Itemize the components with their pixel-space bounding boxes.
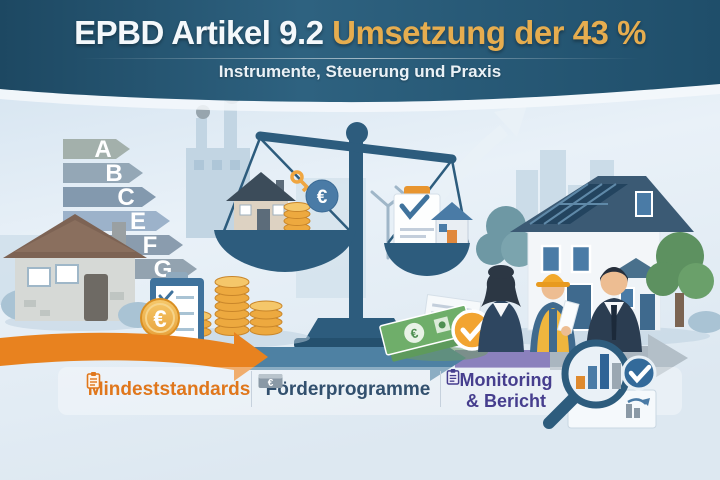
title-divider <box>80 58 640 59</box>
clipboard-icon <box>86 372 101 389</box>
people-group <box>478 265 642 352</box>
euro-symbol: € <box>409 325 420 341</box>
old-house <box>1 214 158 331</box>
energy-class-e: E <box>130 208 146 235</box>
euro-badge-icon <box>305 179 339 213</box>
energy-class-a: A <box>94 136 111 163</box>
label-divider <box>440 371 441 407</box>
step-monitoring-bericht: Monitoring & Bericht <box>446 368 566 414</box>
page-title: EPBD Artikel 9.2 Umsetzung der 43 % <box>0 13 720 53</box>
step-mindeststandards: Mindeststandards <box>86 371 252 409</box>
step-foerderprogramme: € Förderprogramme <box>258 371 438 409</box>
person-woman <box>478 265 524 352</box>
title-main: EPBD Artikel 9.2 <box>74 14 324 51</box>
energy-label-scale: A B C E F G <box>63 136 197 283</box>
scale-left-pan-house-and-money: € <box>226 170 339 233</box>
step-label-line1: Monitoring <box>459 370 553 391</box>
coin-stack-left-pan <box>283 202 311 233</box>
euro-symbol: € <box>153 306 166 333</box>
header-band <box>0 0 720 113</box>
page-subtitle: Instrumente, Steuerung und Praxis <box>218 62 502 81</box>
energy-class-b: B <box>105 160 122 187</box>
euro-symbol: € <box>268 378 274 389</box>
arrowhead-gray <box>648 334 688 382</box>
label-divider <box>251 371 252 407</box>
energy-class-f: F <box>143 232 158 259</box>
step-label-line2: & Bericht <box>465 391 546 411</box>
step-label: Förderprogramme <box>265 379 431 400</box>
bar-chart-icon <box>576 354 621 389</box>
energy-class-c: C <box>117 184 134 211</box>
arrow-orange <box>0 332 268 381</box>
verified-check-icon <box>621 355 657 391</box>
hard-hat-icon <box>536 282 570 287</box>
magnifier-handle <box>543 392 580 429</box>
person-construction-worker <box>530 274 580 352</box>
monitoring-magnifier <box>543 339 657 429</box>
labels-panel <box>58 367 682 415</box>
solar-panels <box>529 183 628 225</box>
step-label: Mindeststandards <box>87 379 251 400</box>
checkmark-icon <box>399 194 430 220</box>
balance-scale: € <box>214 122 473 360</box>
euro-symbol: € <box>317 187 328 208</box>
person-businessman <box>586 267 642 352</box>
title-accent: Umsetzung der 43 % <box>332 14 646 51</box>
wallet-euro-icon: € <box>258 374 283 389</box>
clipboard-icon <box>446 369 460 385</box>
